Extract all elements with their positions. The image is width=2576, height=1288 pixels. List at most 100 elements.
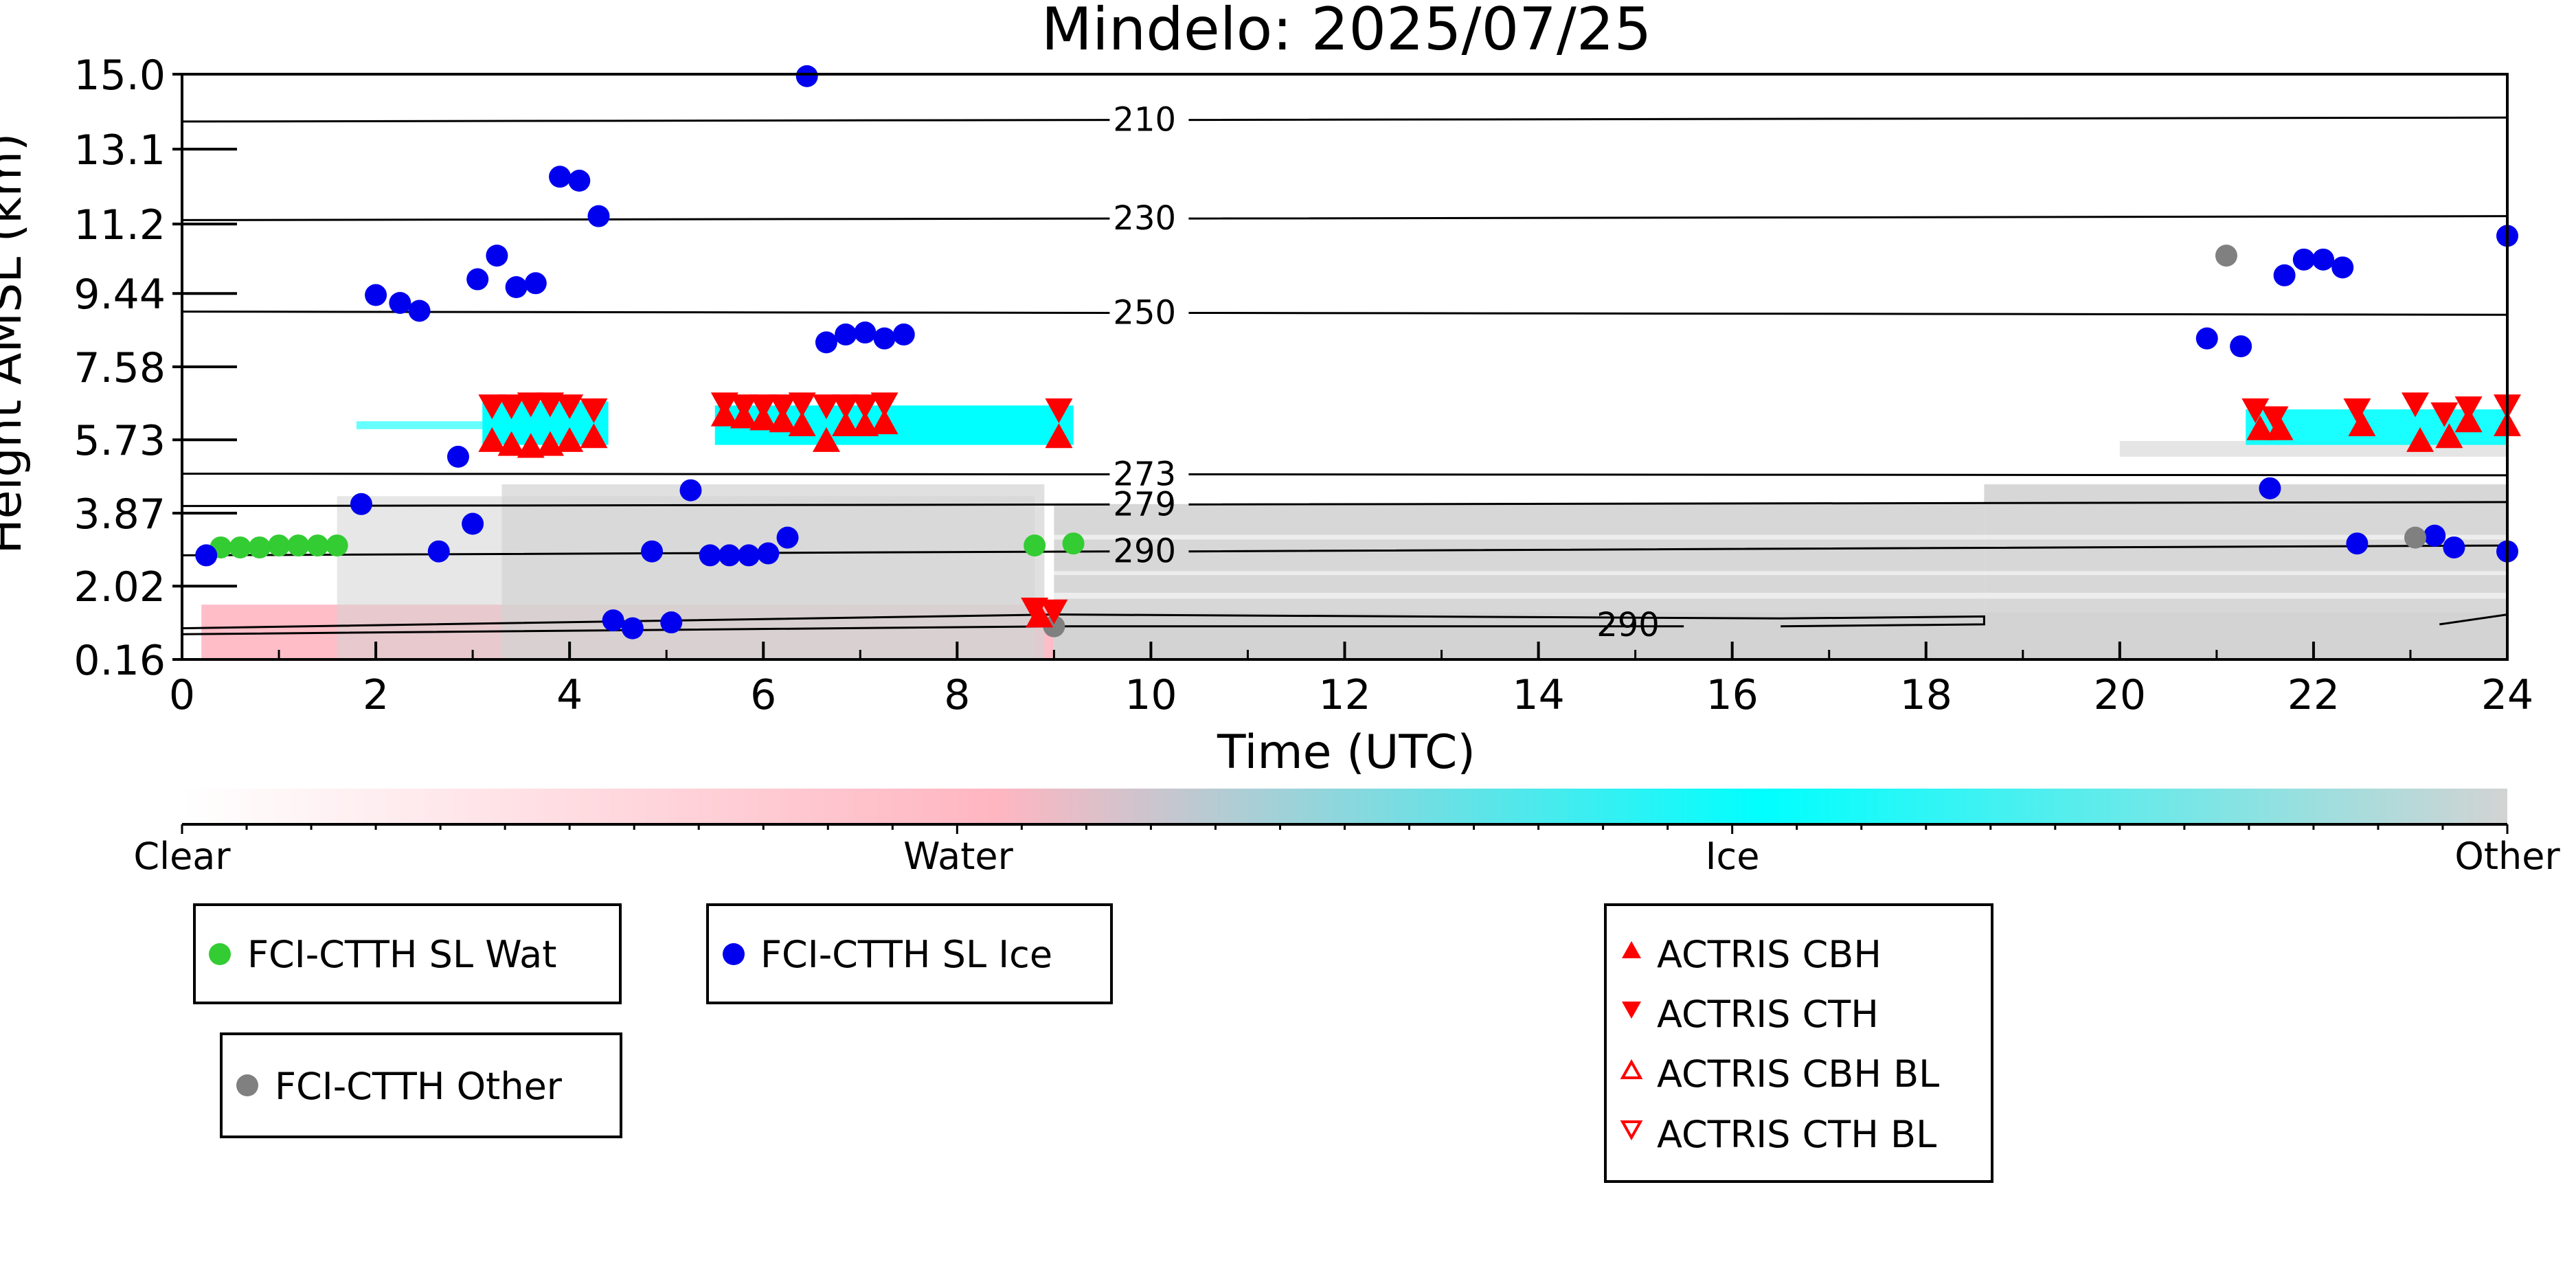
fci-ctth-sl-wat-point: [1062, 532, 1085, 555]
y-tick-label: 15.0: [74, 52, 166, 100]
actris-cbh-point: [2435, 423, 2463, 449]
fci-ctth-sl-ice-point: [602, 609, 624, 632]
fci-ctth-sl-ice-point: [621, 617, 644, 640]
colorbar-label-water: Water: [903, 835, 1013, 878]
y-tick-label: 11.2: [74, 201, 166, 249]
fci-ctth-other-point: [2215, 245, 2237, 267]
actris-cth-point: [1040, 599, 1068, 624]
actris-cth-point: [2454, 396, 2483, 422]
y-tick-label: 0.16: [74, 637, 166, 685]
contour-label-3: 273: [1113, 455, 1176, 494]
legend-marker-actris-cbh: [1622, 941, 1641, 958]
contour-line-3: [182, 473, 2507, 477]
x-tick-label: 16: [1706, 671, 1758, 719]
actris-cbh-point: [769, 407, 797, 433]
legend-marker-actris-cth: [1622, 1002, 1641, 1019]
y-tick-label: 3.87: [74, 490, 166, 539]
x-tick-label: 8: [944, 671, 970, 719]
actris-cbh-point: [536, 431, 564, 456]
fci-ctth-sl-ice-point: [699, 544, 721, 567]
legend-marker-wat: [209, 943, 231, 965]
fci-ctth-sl-ice-point: [641, 540, 664, 563]
colorbar-label-clear: Clear: [133, 835, 231, 878]
chart-title: Mindelo: 2025/07/25: [1041, 0, 1652, 64]
actris-cth-point: [1021, 597, 1049, 622]
colorbar-label-ice: Ice: [1706, 835, 1760, 878]
fci-ctth-sl-ice-point: [660, 611, 683, 634]
y-tick-label: 9.44: [74, 271, 166, 319]
contour-line-4: [182, 501, 2507, 508]
contour-label-1: 230: [1113, 199, 1176, 238]
y-tick-label: 5.73: [74, 417, 166, 465]
colorbar-label-other: Other: [2454, 835, 2560, 878]
legend-marker-ice: [723, 943, 745, 965]
actris-cth-point: [769, 394, 797, 420]
legend-marker-actris-cth-bl: [1620, 1120, 1643, 1141]
actris-cbh-point: [870, 409, 899, 435]
actris-cth-point: [2402, 392, 2430, 418]
fci-ctth-sl-ice-point: [389, 291, 411, 314]
fci-ctth-sl-ice-point: [835, 323, 857, 346]
legend-label-actris-cth-bl: ACTRIS CTH BL: [1657, 1113, 1936, 1156]
fci-ctth-sl-ice-point: [2259, 477, 2281, 499]
fci-ctth-sl-ice-point: [2292, 248, 2315, 271]
y-tick-label: 2.02: [74, 563, 166, 611]
actris-cbh-point: [1026, 602, 1054, 628]
actris-cth-point: [710, 392, 738, 418]
fci-ctth-other-point: [2404, 526, 2427, 549]
y-tick-label: 13.1: [74, 126, 166, 174]
x-tick-label: 22: [2287, 671, 2340, 719]
actris-cth-point: [851, 394, 879, 420]
x-tick-label: 18: [1900, 671, 1952, 719]
actris-cth-point: [536, 392, 564, 418]
legend-label-ice: FCI-CTTH SL Ice: [760, 933, 1052, 976]
fci-ctth-sl-ice-point: [568, 170, 591, 192]
legend-label-actris-cth: ACTRIS CTH: [1657, 993, 1879, 1036]
contour-label-0: 210: [1113, 101, 1176, 139]
fci-ctth-sl-ice-point: [2195, 327, 2218, 350]
fci-ctth-sl-ice-point: [195, 544, 218, 567]
actris-cbh-point: [812, 427, 840, 452]
actris-cbh-point: [851, 411, 879, 436]
fci-ctth-sl-ice-point: [2230, 335, 2252, 358]
fci-ctth-sl-ice-point: [815, 331, 837, 354]
actris-cth-point: [478, 394, 506, 420]
actris-cth-point: [2241, 398, 2270, 424]
fci-ctth-sl-wat-point: [326, 534, 348, 557]
actris-cth-point: [832, 394, 860, 420]
colorbar-gradient: [182, 789, 2507, 824]
fci-ctth-sl-ice-point: [350, 493, 372, 515]
legend-marker-other: [236, 1074, 258, 1096]
fci-ctth-sl-wat-point: [1024, 534, 1046, 557]
fci-ctth-sl-ice-point: [408, 300, 431, 322]
actris-cth-point: [2261, 406, 2289, 431]
fci-ctth-sl-ice-point: [447, 445, 469, 468]
legends: FCI-CTTH SL Wat FCI-CTTH SL Ice FCI-CTTH…: [193, 903, 1993, 1183]
fci-ctth-sl-ice-point: [466, 268, 489, 291]
actris-cth-point: [812, 394, 840, 420]
contour-line-1: [182, 215, 2507, 221]
fci-ctth-sl-ice-point: [549, 166, 572, 188]
fci-ctth-sl-ice-point: [873, 327, 896, 350]
actris-cbh-point: [788, 411, 816, 436]
contour-label-2: 250: [1113, 293, 1176, 332]
fci-ctth-sl-wat-point: [287, 534, 310, 557]
actris-cth-point: [870, 392, 899, 418]
fci-ctth-sl-ice-point: [738, 544, 760, 567]
fci-ctth-sl-ice-point: [795, 65, 818, 87]
fci-ctth-sl-ice-point: [427, 540, 450, 563]
fci-ctth-sl-ice-point: [2424, 524, 2446, 547]
x-tick-label: 12: [1318, 671, 1370, 719]
fci-ctth-sl-ice-point: [718, 544, 741, 567]
fci-ctth-sl-ice-point: [587, 205, 610, 227]
actris-cth-point: [1045, 398, 1073, 424]
contour-line-2: [182, 310, 2507, 316]
x-tick-label: 2: [363, 671, 389, 719]
fci-ctth-sl-ice-point: [505, 276, 528, 299]
fci-ctth-sl-ice-point: [2273, 264, 2296, 286]
x-tick-label: 4: [556, 671, 583, 719]
fci-ctth-sl-wat-point: [248, 536, 271, 558]
legend-box-other: FCI-CTTH Other: [220, 1032, 622, 1138]
